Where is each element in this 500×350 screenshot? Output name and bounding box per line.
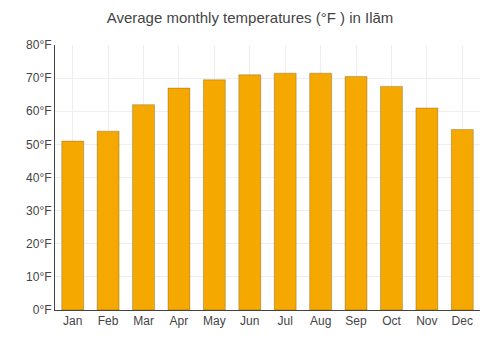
svg-text:30°F: 30°F bbox=[26, 204, 51, 218]
svg-text:Apr: Apr bbox=[170, 314, 189, 328]
svg-text:40°F: 40°F bbox=[26, 171, 51, 185]
svg-text:Oct: Oct bbox=[382, 314, 401, 328]
svg-text:Sep: Sep bbox=[345, 314, 367, 328]
svg-text:20°F: 20°F bbox=[26, 237, 51, 251]
svg-text:0°F: 0°F bbox=[33, 303, 52, 317]
svg-text:May: May bbox=[203, 314, 226, 328]
svg-text:Jul: Jul bbox=[278, 314, 293, 328]
svg-text:Nov: Nov bbox=[416, 314, 437, 328]
svg-text:Mar: Mar bbox=[133, 314, 154, 328]
svg-text:Dec: Dec bbox=[452, 314, 473, 328]
svg-text:Jan: Jan bbox=[63, 314, 82, 328]
svg-text:70°F: 70°F bbox=[26, 71, 51, 85]
svg-text:80°F: 80°F bbox=[26, 38, 51, 52]
svg-text:Feb: Feb bbox=[98, 314, 119, 328]
svg-text:60°F: 60°F bbox=[26, 104, 51, 118]
svg-text:Jun: Jun bbox=[240, 314, 259, 328]
svg-text:Aug: Aug bbox=[310, 314, 331, 328]
svg-text:10°F: 10°F bbox=[26, 270, 51, 284]
svg-text:50°F: 50°F bbox=[26, 138, 51, 152]
svg-text:Average monthly temperatures (: Average monthly temperatures (°F ) in Il… bbox=[107, 9, 394, 26]
